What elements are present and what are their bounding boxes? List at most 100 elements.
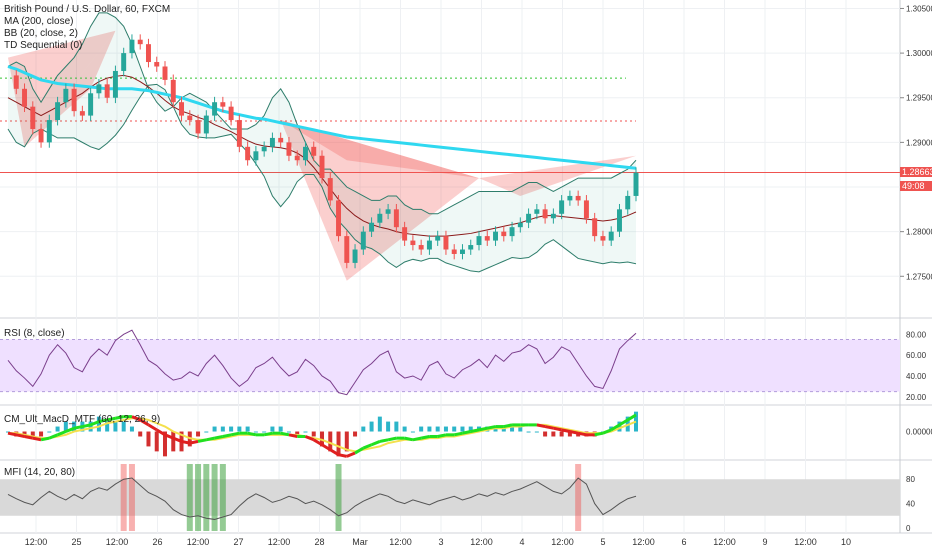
macd-histogram-bar: [526, 431, 531, 433]
bb-legend[interactable]: BB (20, close, 2): [4, 28, 78, 39]
time-tick-label: 26: [152, 537, 162, 547]
candle-body: [559, 200, 565, 214]
macd-line-segment: [197, 438, 207, 443]
macd-line-segment: [354, 446, 365, 455]
candle-body: [170, 79, 176, 103]
macd-histogram-bar: [47, 431, 52, 433]
rsi-band: [0, 339, 900, 392]
macd-histogram-bar: [510, 426, 515, 432]
macd-line-segment: [412, 436, 422, 442]
macd-line-segment: [321, 443, 332, 452]
macd-line-segment: [222, 433, 232, 438]
macd-line-segment: [387, 436, 397, 442]
mfi-tick-label: 40: [906, 500, 915, 509]
candle-body: [352, 249, 358, 263]
candle-body: [137, 39, 143, 45]
macd-line-segment: [553, 426, 562, 432]
candle-body: [104, 84, 110, 98]
macd-histogram-bar: [262, 431, 267, 433]
candle-body: [63, 88, 69, 103]
macd-pane-label[interactable]: CM_Ult_MacD_MTF (60, 12, 26, 9): [4, 414, 161, 425]
time-tick-label: 12:00: [268, 537, 291, 547]
candle-body: [286, 142, 292, 156]
candle-body: [484, 236, 490, 241]
candle-body: [162, 66, 168, 80]
rsi-line: [7, 329, 637, 396]
macd-histogram-bar: [410, 431, 415, 433]
macd-histogram-bar: [88, 421, 93, 432]
macd-line-segment: [453, 431, 463, 437]
macd-histogram-bar: [559, 431, 564, 437]
td-legend[interactable]: TD Sequential (0): [4, 40, 83, 51]
macd-histogram-bar: [468, 426, 473, 432]
macd-histogram-bar: [163, 431, 167, 457]
mfi-extreme-highlight: [120, 464, 127, 531]
macd-line-segment: [115, 415, 124, 420]
candle-body: [608, 231, 614, 241]
macd-histogram-bar: [328, 431, 333, 452]
mfi-extreme-highlight: [195, 464, 202, 531]
candle-body: [625, 195, 631, 210]
macd-line-segment: [503, 423, 513, 429]
macd-line-segment: [73, 425, 83, 430]
macd-line-segment: [189, 439, 199, 445]
macd-line-segment: [7, 431, 17, 437]
macd-line-segment: [536, 423, 546, 429]
mfi-extreme-highlight: [335, 464, 342, 531]
macd-histogram-bar: [303, 431, 308, 433]
mfi-tick-label: 80: [906, 475, 915, 484]
macd-histogram-bar: [138, 431, 143, 437]
candle-body: [526, 213, 532, 223]
macd-histogram-bar: [534, 431, 539, 433]
macd-line-segment: [304, 435, 315, 442]
macd-histogram-bar: [196, 431, 201, 437]
candle-body: [583, 200, 589, 219]
candle-body: [410, 240, 416, 246]
macd-histogram-bar: [353, 431, 358, 437]
macd-histogram-bar: [237, 426, 242, 432]
candle-body: [245, 146, 251, 161]
macd-histogram-bar: [551, 431, 556, 437]
candle-body: [534, 209, 540, 214]
pattern-triangle: [24, 30, 116, 147]
candle-body: [509, 227, 515, 237]
candle-body: [269, 137, 275, 147]
macd-histogram-bar: [270, 426, 275, 432]
candle-body: [302, 146, 308, 161]
candle-body: [567, 195, 573, 201]
macd-line-segment: [98, 418, 108, 424]
macd-line-segment: [626, 413, 637, 422]
mfi-pane-label[interactable]: MFI (14, 20, 80): [4, 467, 76, 478]
macd-line-segment: [362, 443, 373, 450]
symbol-title[interactable]: British Pound / U.S. Dollar, 60, FXCM: [4, 4, 171, 15]
macd-histogram-bar: [146, 431, 151, 447]
macd-histogram-bar: [543, 431, 548, 437]
price-tick-label: 1.30500: [906, 4, 932, 13]
macd-line-segment: [346, 451, 356, 458]
candle-body: [179, 102, 185, 116]
macd-histogram-bar: [72, 421, 77, 432]
macd-histogram-bar: [30, 431, 35, 437]
macd-line-segment: [214, 435, 224, 440]
macd-line-segment: [263, 431, 273, 437]
candle-body: [88, 93, 94, 116]
macd-line-segment: [420, 435, 430, 440]
candle-body: [121, 53, 127, 71]
macd-line-segment: [618, 418, 629, 427]
macd-histogram-bar: [63, 421, 68, 432]
macd-histogram-bar: [245, 426, 250, 432]
candle-body: [476, 236, 482, 246]
price-tick-label: 1.29500: [906, 94, 932, 103]
macd-histogram-bar: [96, 416, 101, 432]
macd-histogram-bar: [419, 426, 424, 432]
time-tick-label: 12:00: [632, 537, 655, 547]
rsi-pane-label[interactable]: RSI (8, close): [4, 328, 65, 339]
price-tick-label: 1.29000: [906, 138, 932, 147]
time-tick-label: 12:00: [713, 537, 736, 547]
ma-legend[interactable]: MA (200, close): [4, 16, 74, 27]
time-tick-label: 12:00: [389, 537, 412, 547]
rsi-tick-label: 80.00: [906, 330, 927, 339]
candle-body: [294, 155, 300, 161]
price-axis: 1.275001.280001.285001.290001.295001.300…: [900, 4, 932, 533]
